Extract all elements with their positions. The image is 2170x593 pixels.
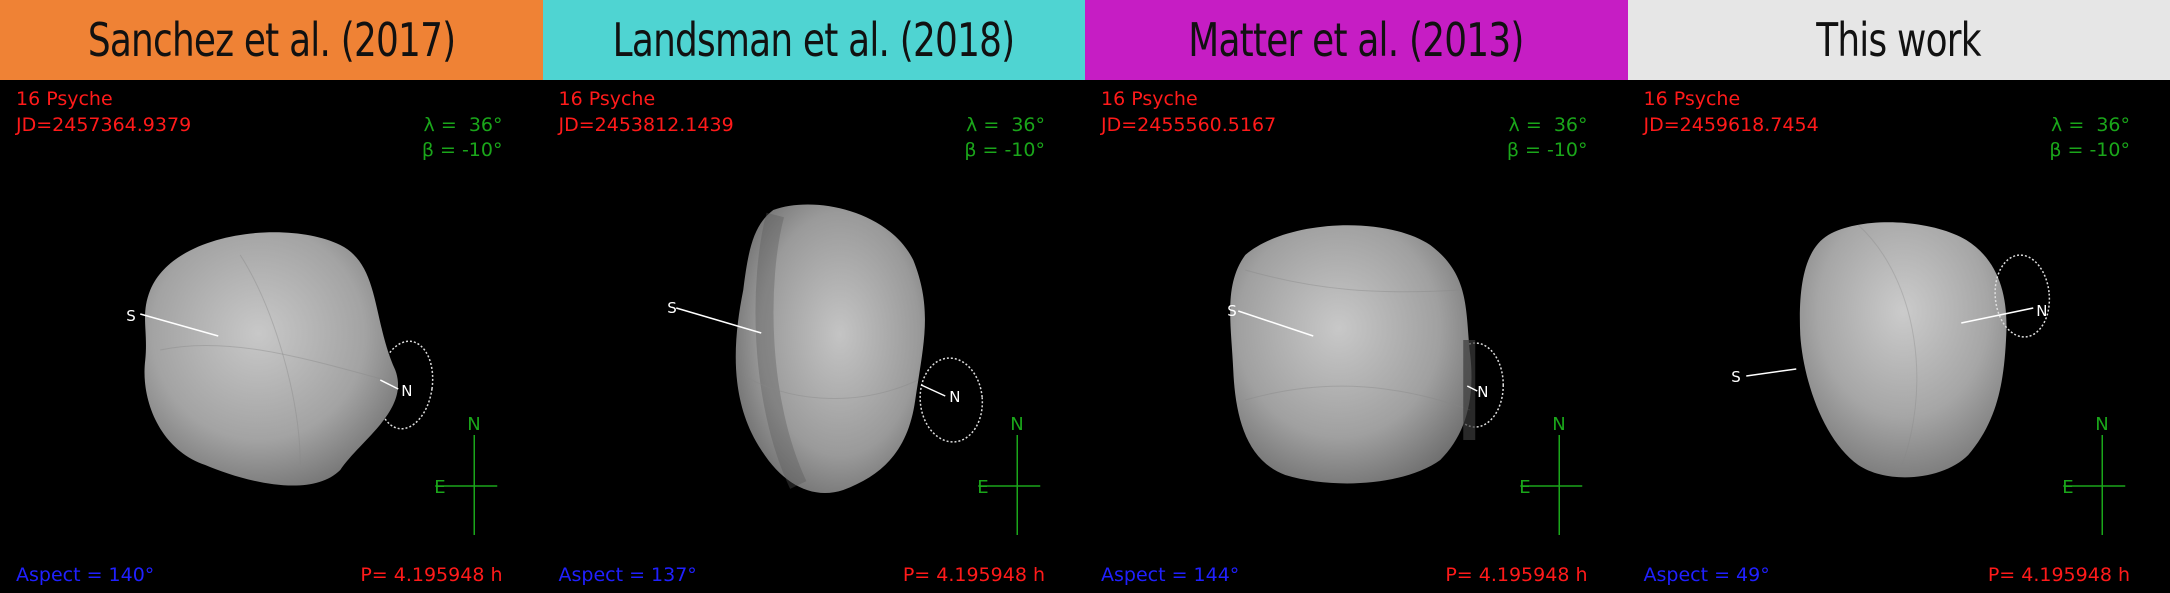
south-pole-label: S (1731, 368, 1741, 386)
north-pole-axis (920, 384, 946, 397)
period-label: P= 4.195948 h (360, 564, 503, 586)
shape-model-view: S N N E (667, 204, 1040, 535)
panel-title: This work (1627, 0, 2170, 80)
julian-date: JD=2455560.5167 (1101, 114, 1277, 136)
south-pole-label: S (1227, 302, 1237, 320)
beta-label: β = -10° (421, 139, 503, 161)
north-pole-axis (379, 379, 399, 390)
south-pole-label: S (126, 307, 136, 325)
period-label: P= 4.195948 h (1987, 564, 2130, 586)
compass-north-label: N (1010, 414, 1023, 435)
north-pole-label: N (2036, 302, 2047, 320)
lambda-label: λ = 36° (1508, 114, 1588, 136)
lambda-label: λ = 36° (2051, 114, 2130, 136)
compass (1520, 435, 1583, 535)
shape-model-view: S N N E (1227, 225, 1583, 535)
panel-this-work: This work 16 Psyche JD=2459618.7454 λ = … (1627, 0, 2170, 593)
compass-north-label: N (1552, 414, 1565, 435)
julian-date: JD=2459618.7454 (1643, 114, 1819, 136)
asteroid-name: 16 Psyche (1643, 88, 1741, 110)
asteroid-shape (1799, 222, 2006, 478)
panel-title-text: Matter et al. (2013) (1188, 13, 1525, 67)
north-pole-label: N (1477, 383, 1488, 401)
south-pole-axis (1238, 310, 1314, 337)
panel-title-text: This work (1816, 13, 1982, 67)
aspect-label: Aspect = 49° (1643, 564, 1770, 586)
beta-label: β = -10° (2049, 139, 2130, 161)
beta-label: β = -10° (1506, 139, 1588, 161)
aspect-label: Aspect = 137° (558, 564, 697, 586)
asteroid-shape (735, 204, 925, 494)
aspect-label: Aspect = 140° (16, 564, 155, 586)
compass-north-label: N (2095, 414, 2108, 435)
period-label: P= 4.195948 h (902, 564, 1045, 586)
compass-east-label: E (1519, 477, 1530, 498)
asteroid-shape (1230, 225, 1472, 484)
panel-title: Sanchez et al. (2017) (0, 0, 543, 80)
compass-east-label: E (2062, 477, 2073, 498)
shape-model-view: S N N E (1731, 222, 2125, 535)
panel-title-text: Landsman et al. (2018) (612, 13, 1016, 67)
north-pole-label: N (401, 382, 412, 400)
panel-matter: Matter et al. (2013) 16 Psyche JD=245556… (1085, 0, 1628, 593)
julian-date: JD=2457364.9379 (16, 114, 192, 136)
lambda-label: λ = 36° (966, 114, 1045, 136)
compass (977, 435, 1040, 535)
julian-date: JD=2453812.1439 (558, 114, 734, 136)
compass (2062, 435, 2125, 535)
panel-sanchez: Sanchez et al. (2017) 16 Psyche JD=24573… (0, 0, 543, 593)
north-pole-axis (1466, 385, 1478, 392)
period-label: P= 4.195948 h (1445, 564, 1588, 586)
south-pole-label: S (667, 299, 677, 317)
asteroid-name: 16 Psyche (558, 88, 656, 110)
north-pole-axis (1960, 307, 2033, 324)
compass-north-label: N (467, 414, 480, 435)
south-pole-axis (1745, 368, 1796, 377)
south-pole-axis (140, 313, 219, 337)
asteroid-shape (144, 232, 399, 486)
north-pole-label: N (949, 388, 960, 406)
panel-landsman: Landsman et al. (2018) 16 Psyche JD=2453… (542, 0, 1085, 593)
asteroid-name: 16 Psyche (16, 88, 113, 110)
aspect-label: Aspect = 144° (1101, 564, 1240, 586)
shape-model-view: S N N E (126, 232, 498, 535)
compass (435, 435, 498, 535)
south-pole-axis (675, 307, 761, 334)
pole-ellipse (1446, 342, 1504, 428)
panel-title: Landsman et al. (2018) (542, 0, 1085, 80)
compass-east-label: E (434, 477, 445, 498)
compass-east-label: E (977, 477, 988, 498)
panel-title: Matter et al. (2013) (1085, 0, 1628, 80)
panel-title-text: Sanchez et al. (2017) (87, 13, 456, 67)
lambda-label: λ = 36° (423, 114, 503, 136)
beta-label: β = -10° (964, 139, 1045, 161)
asteroid-name: 16 Psyche (1101, 88, 1198, 110)
